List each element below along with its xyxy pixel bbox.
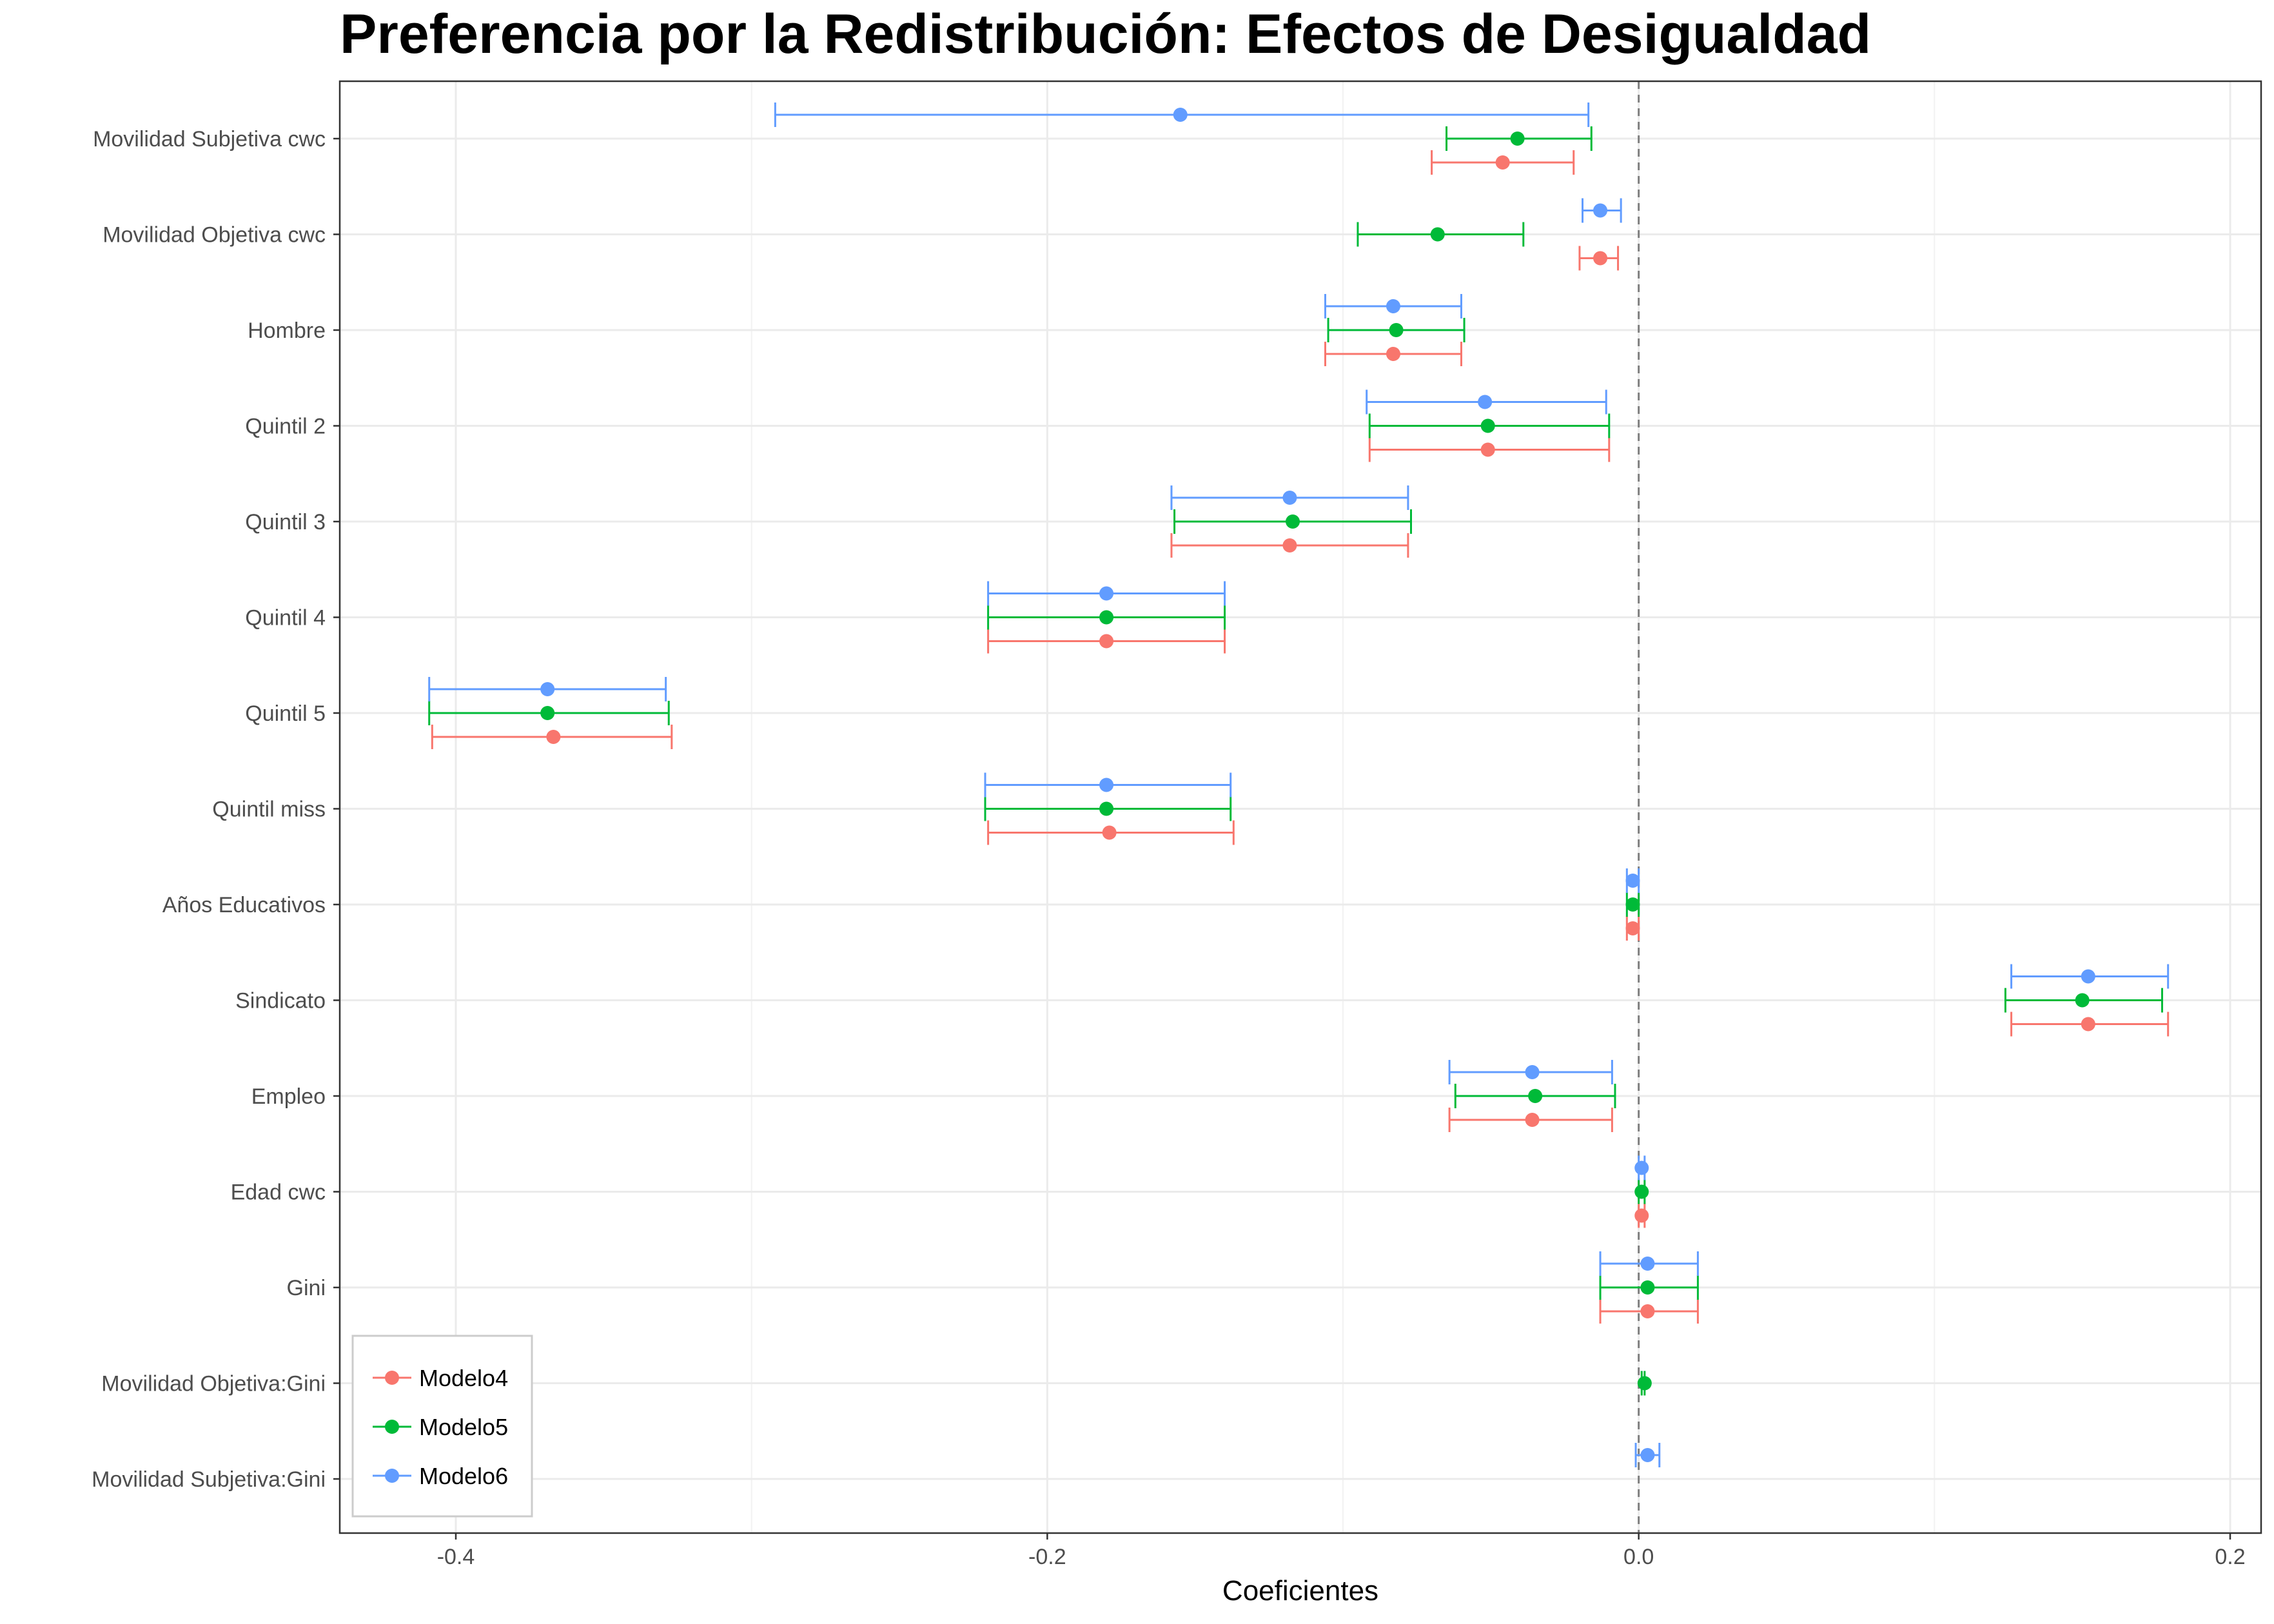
series-modelo4 [431,150,2170,1324]
estimate-point [1480,418,1495,433]
x-tick-label: -0.2 [1028,1545,1066,1569]
panel-background [340,81,2261,1533]
estimate-point [1099,634,1114,649]
estimate-point [1640,1304,1655,1318]
estimate-point [1495,155,1510,170]
x-tick-label: 0.2 [2215,1545,2245,1569]
x-axis-title: Coeficientes [1222,1575,1378,1607]
y-tick-label: Empleo [251,1084,326,1109]
estimate-point [540,706,555,720]
estimate-point [2075,993,2090,1008]
estimate-point [1528,1089,1543,1103]
estimate-point [1625,921,1640,935]
estimate-point [1282,538,1297,553]
estimate-point [1286,514,1300,529]
estimate-point [1099,610,1114,625]
estimate-point [1640,1280,1655,1295]
estimate-point [1593,203,1608,218]
legend-key-point [385,1371,399,1385]
estimate-point [1625,897,1640,912]
legend-key-point [385,1420,399,1434]
chart-title: Preferencia por la Redistribución: Efect… [340,3,1872,65]
estimate-point [1593,251,1608,266]
estimate-point [1625,874,1640,888]
series-modelo5 [428,126,2164,1396]
x-tick-label: -0.4 [437,1545,475,1569]
estimate-point [1099,778,1114,792]
estimate-point [1637,1376,1652,1391]
y-tick-label: Edad cwc [231,1180,326,1205]
x-axis: -0.4 -0.2 0.0 0.2 [437,1533,2246,1569]
estimate-point [1525,1113,1540,1127]
legend-label: Modelo4 [419,1365,508,1391]
y-tick-label: Quintil 3 [245,510,326,534]
estimate-point [1640,1257,1655,1271]
x-tick-label: 0.0 [1623,1545,1654,1569]
y-axis: Movilidad Subjetiva cwc Movilidad Objetiv… [92,127,340,1492]
estimate-point [1173,108,1188,122]
estimate-point [546,730,561,744]
y-tick-label: Movilidad Subjetiva cwc [93,127,326,152]
y-tick-label: Quintil 2 [245,415,326,439]
y-tick-label: Hombre [248,318,326,343]
estimate-point [1282,491,1297,505]
estimate-point [1386,299,1400,313]
legend-label: Modelo6 [419,1463,508,1489]
estimate-point [2081,969,2095,984]
y-tick-label: Movilidad Objetiva cwc [103,223,326,248]
series-layer [428,103,2170,1467]
estimate-point [1640,1448,1655,1462]
series-modelo6 [428,103,2170,1467]
estimate-point [1102,825,1117,840]
y-tick-label: Sindicato [235,989,326,1013]
estimate-point [1634,1184,1649,1199]
y-tick-label: Movilidad Objetiva:Gini [101,1372,326,1396]
y-tick-label: Quintil 4 [245,606,326,631]
estimate-point [1099,586,1114,601]
estimate-point [2081,1017,2095,1032]
grid-minor [750,81,1936,1533]
legend-label: Modelo5 [419,1414,508,1440]
y-tick-label: Quintil 5 [245,701,326,726]
y-tick-label: Movilidad Subjetiva:Gini [92,1467,326,1492]
estimate-point [1386,347,1400,361]
legend: Modelo4 Modelo5 Modelo6 [351,1335,533,1518]
estimate-point [1634,1208,1649,1223]
y-tick-label: Años Educativos [162,893,326,917]
y-tick-label: Gini [287,1276,326,1300]
estimate-point [1478,395,1493,409]
estimate-point [1430,227,1445,242]
estimate-point [1525,1065,1540,1079]
panel-border [338,80,2262,1534]
estimate-point [1480,442,1495,457]
estimate-point [540,682,555,696]
legend-key-point [385,1469,399,1483]
grid-major [340,81,2261,1533]
estimate-point [1634,1160,1649,1175]
estimate-point [1099,801,1114,816]
y-tick-label: Quintil miss [212,797,326,822]
estimate-point [1510,132,1525,146]
estimate-point [1389,323,1404,337]
